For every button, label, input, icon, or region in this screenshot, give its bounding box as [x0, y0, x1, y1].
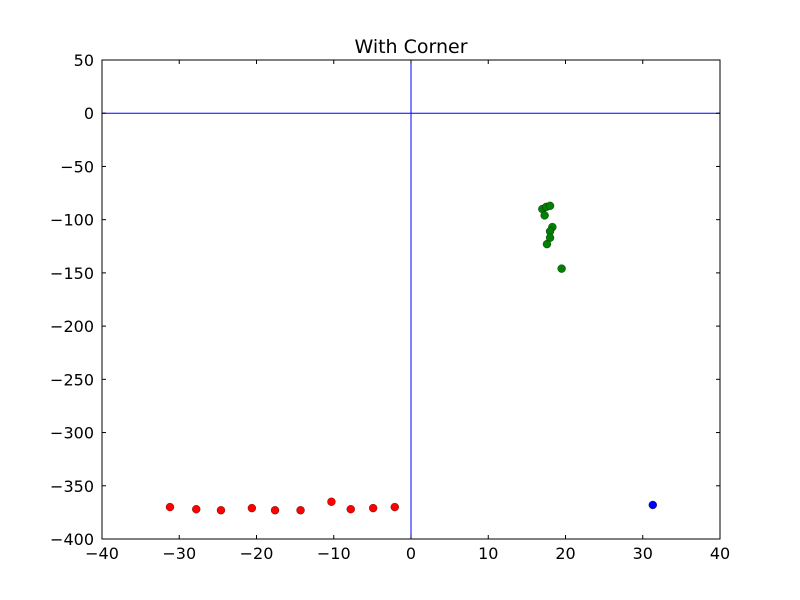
y-tick-label: −400: [50, 530, 94, 549]
x-tick-label: −40: [85, 544, 119, 563]
x-tick-label: 30: [633, 544, 653, 563]
x-tick-label: −20: [240, 544, 274, 563]
x-tick-label: −10: [317, 544, 351, 563]
data-point: [270, 506, 280, 515]
y-tick-label: −100: [50, 211, 94, 230]
x-tick-label: −30: [162, 544, 196, 563]
y-tick-label: −250: [50, 370, 94, 389]
data-point: [542, 239, 552, 249]
data-point: [346, 505, 355, 514]
y-tick-label: −350: [50, 477, 94, 496]
data-point: [165, 502, 175, 512]
data-point: [327, 497, 336, 506]
y-tick-label: −150: [50, 264, 94, 283]
x-tick-label: 0: [406, 544, 416, 563]
y-tick-label: 50: [74, 51, 94, 70]
data-point: [368, 503, 378, 513]
y-tick-label: −300: [50, 424, 94, 443]
y-tick-label: −50: [60, 157, 94, 176]
x-tick-label: 20: [555, 544, 575, 563]
data-point: [557, 264, 566, 273]
y-tick-label: −200: [50, 317, 94, 336]
data-point: [247, 503, 257, 513]
data-point: [192, 505, 201, 514]
y-tick-label: 0: [84, 104, 94, 123]
x-tick-label: 10: [478, 544, 498, 563]
data-point: [390, 502, 399, 512]
data-point: [540, 211, 549, 220]
data-point: [296, 506, 305, 515]
data-point: [216, 506, 226, 515]
chart-title: With Corner: [354, 36, 467, 58]
plot-frame: [101, 59, 721, 540]
data-point: [545, 201, 555, 210]
x-tick-label: 40: [710, 544, 730, 563]
data-point: [648, 500, 657, 510]
